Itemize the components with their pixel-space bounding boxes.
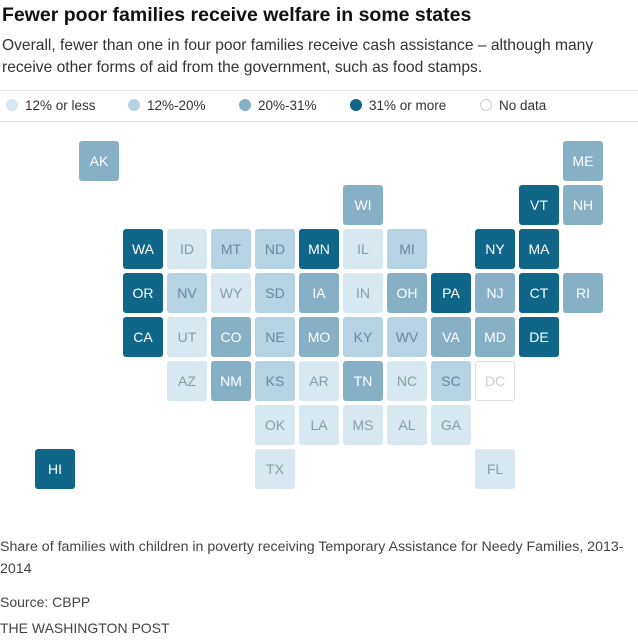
state-tile-ma: MA <box>519 229 559 269</box>
state-tile-ga: GA <box>431 405 471 445</box>
state-tile-fl: FL <box>475 449 515 489</box>
state-tile-il: IL <box>343 229 383 269</box>
legend-label: 12%-20% <box>147 98 206 113</box>
state-tile-nd: ND <box>255 229 295 269</box>
state-tile-ks: KS <box>255 361 295 401</box>
state-tile-mt: MT <box>211 229 251 269</box>
state-tile-id: ID <box>167 229 207 269</box>
chart-title: Fewer poor families receive welfare in s… <box>2 4 472 26</box>
state-tile-ca: CA <box>123 317 163 357</box>
state-tile-ok: OK <box>255 405 295 445</box>
state-tile-dc: DC <box>475 361 515 401</box>
chart-note: Share of families with children in pover… <box>0 539 624 577</box>
legend-swatch <box>480 99 492 111</box>
state-tile-co: CO <box>211 317 251 357</box>
state-tile-oh: OH <box>387 273 427 313</box>
state-tile-va: VA <box>431 317 471 357</box>
state-tile-mn: MN <box>299 229 339 269</box>
state-tile-de: DE <box>519 317 559 357</box>
state-tile-az: AZ <box>167 361 207 401</box>
legend-swatch <box>350 99 362 111</box>
state-tile-ri: RI <box>563 273 603 313</box>
state-tile-mi: MI <box>387 229 427 269</box>
state-tile-ak: AK <box>79 141 119 181</box>
legend-label: 12% or less <box>25 98 96 113</box>
state-tile-nv: NV <box>167 273 207 313</box>
state-tile-sd: SD <box>255 273 295 313</box>
state-tile-wy: WY <box>211 273 251 313</box>
state-tile-mo: MO <box>299 317 339 357</box>
state-tile-ne: NE <box>255 317 295 357</box>
chart-subtitle: Overall, fewer than one in four poor fam… <box>2 37 594 76</box>
state-tile-vt: VT <box>519 185 559 225</box>
state-tile-or: OR <box>123 273 163 313</box>
legend-swatch <box>239 99 251 111</box>
state-tile-nc: NC <box>387 361 427 401</box>
state-tile-pa: PA <box>431 273 471 313</box>
legend-label: 31% or more <box>369 98 447 113</box>
state-tile-in: IN <box>343 273 383 313</box>
state-tile-tn: TN <box>343 361 383 401</box>
credit-line: THE WASHINGTON POST <box>0 620 170 636</box>
state-tile-nj: NJ <box>475 273 515 313</box>
legend-label: 20%-31% <box>258 98 317 113</box>
state-tile-ny: NY <box>475 229 515 269</box>
source-line: Source: CBPP <box>0 594 91 610</box>
state-tile-ky: KY <box>343 317 383 357</box>
state-tile-ar: AR <box>299 361 339 401</box>
tile-map: AK ME WI VT NH WA ID MT ND MN IL MI NY MA OR NV WY SD IA IN… <box>0 122 638 532</box>
state-tile-ut: UT <box>167 317 207 357</box>
state-tile-nh: NH <box>563 185 603 225</box>
legend-swatch <box>6 99 18 111</box>
state-tile-tx: TX <box>255 449 295 489</box>
state-tile-hi: HI <box>35 449 75 489</box>
state-tile-sc: SC <box>431 361 471 401</box>
state-tile-al: AL <box>387 405 427 445</box>
legend-label: No data <box>499 98 547 113</box>
state-tile-md: MD <box>475 317 515 357</box>
state-tile-wi: WI <box>343 185 383 225</box>
state-tile-nm: NM <box>211 361 251 401</box>
state-tile-ms: MS <box>343 405 383 445</box>
state-tile-ia: IA <box>299 273 339 313</box>
state-tile-wv: WV <box>387 317 427 357</box>
state-tile-wa: WA <box>123 229 163 269</box>
legend-swatch <box>128 99 140 111</box>
state-tile-ct: CT <box>519 273 559 313</box>
state-tile-la: LA <box>299 405 339 445</box>
legend: 12% or less 12%-20% 20%-31% 31% or more … <box>0 90 638 122</box>
state-tile-me: ME <box>563 141 603 181</box>
